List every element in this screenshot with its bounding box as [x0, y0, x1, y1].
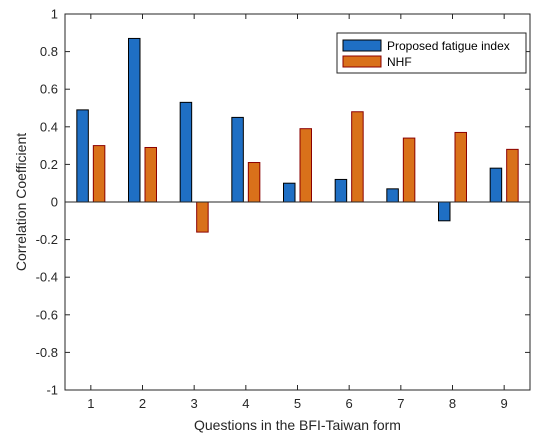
x-tick-label: 4: [242, 396, 249, 411]
bar-proposed-fatigue-index: [231, 116, 244, 203]
x-tick-label: 3: [191, 396, 198, 411]
x-axis-title: Questions in the BFI-Taiwan form: [194, 417, 401, 433]
legend-label-proposed: Proposed fatigue index: [387, 39, 510, 53]
x-tick-label: 9: [501, 396, 508, 411]
y-tick-label: -0.2: [36, 232, 58, 247]
y-tick-label: 0.4: [40, 119, 58, 134]
bar-proposed-fatigue-index: [179, 101, 193, 203]
x-tick-label: 1: [87, 396, 94, 411]
bar-proposed-fatigue-index: [76, 109, 89, 203]
bar-proposed-fatigue-index: [489, 167, 503, 203]
legend-swatch-proposed: [342, 39, 382, 52]
x-tick-label: 8: [449, 396, 456, 411]
y-tick-label: 0: [51, 195, 58, 210]
y-tick-label: -0.8: [36, 345, 58, 360]
plot-frame: [64, 13, 531, 391]
bar-nhf: [402, 137, 416, 203]
y-tick-label: 0.6: [40, 82, 58, 97]
bar-nhf: [144, 146, 157, 203]
y-tick-label: 0.2: [40, 157, 58, 172]
y-tick-label: -0.6: [36, 307, 58, 322]
x-tick-label: 7: [397, 396, 404, 411]
y-axis-title: Correlation Coefficient: [13, 133, 29, 271]
bar-proposed-fatigue-index: [438, 201, 451, 222]
bar-proposed-fatigue-index: [128, 37, 141, 203]
x-tick-label: 2: [139, 396, 146, 411]
bar-proposed-fatigue-index: [334, 178, 348, 203]
y-axis-ticks: -1 -0.8 -0.6 -0.4 -0.2 0 0.2 0.4 0.6 0.8 1: [36, 7, 530, 398]
bar-nhf: [506, 148, 519, 203]
x-tick-label: 6: [346, 396, 353, 411]
bar-proposed-fatigue-index: [386, 188, 399, 203]
y-tick-label: -0.4: [36, 270, 58, 285]
bar-proposed-fatigue-index: [283, 182, 296, 203]
x-axis-ticks: 1 2 3 4 5 6 7 8 9: [87, 14, 508, 411]
y-tick-label: -1: [46, 383, 58, 398]
legend: Proposed fatigue index NHF: [336, 32, 527, 74]
bar-nhf: [299, 128, 312, 203]
bar-nhf: [247, 162, 261, 203]
legend-label-nhf: NHF: [387, 55, 412, 69]
legend-swatch-nhf: [342, 55, 382, 68]
bar-nhf: [351, 111, 364, 203]
bar-nhf: [196, 201, 209, 233]
y-tick-label: 1: [51, 7, 58, 22]
y-tick-label: 0.8: [40, 44, 58, 59]
bar-nhf: [454, 131, 467, 203]
bar-nhf: [92, 145, 106, 203]
x-tick-label: 5: [294, 396, 301, 411]
